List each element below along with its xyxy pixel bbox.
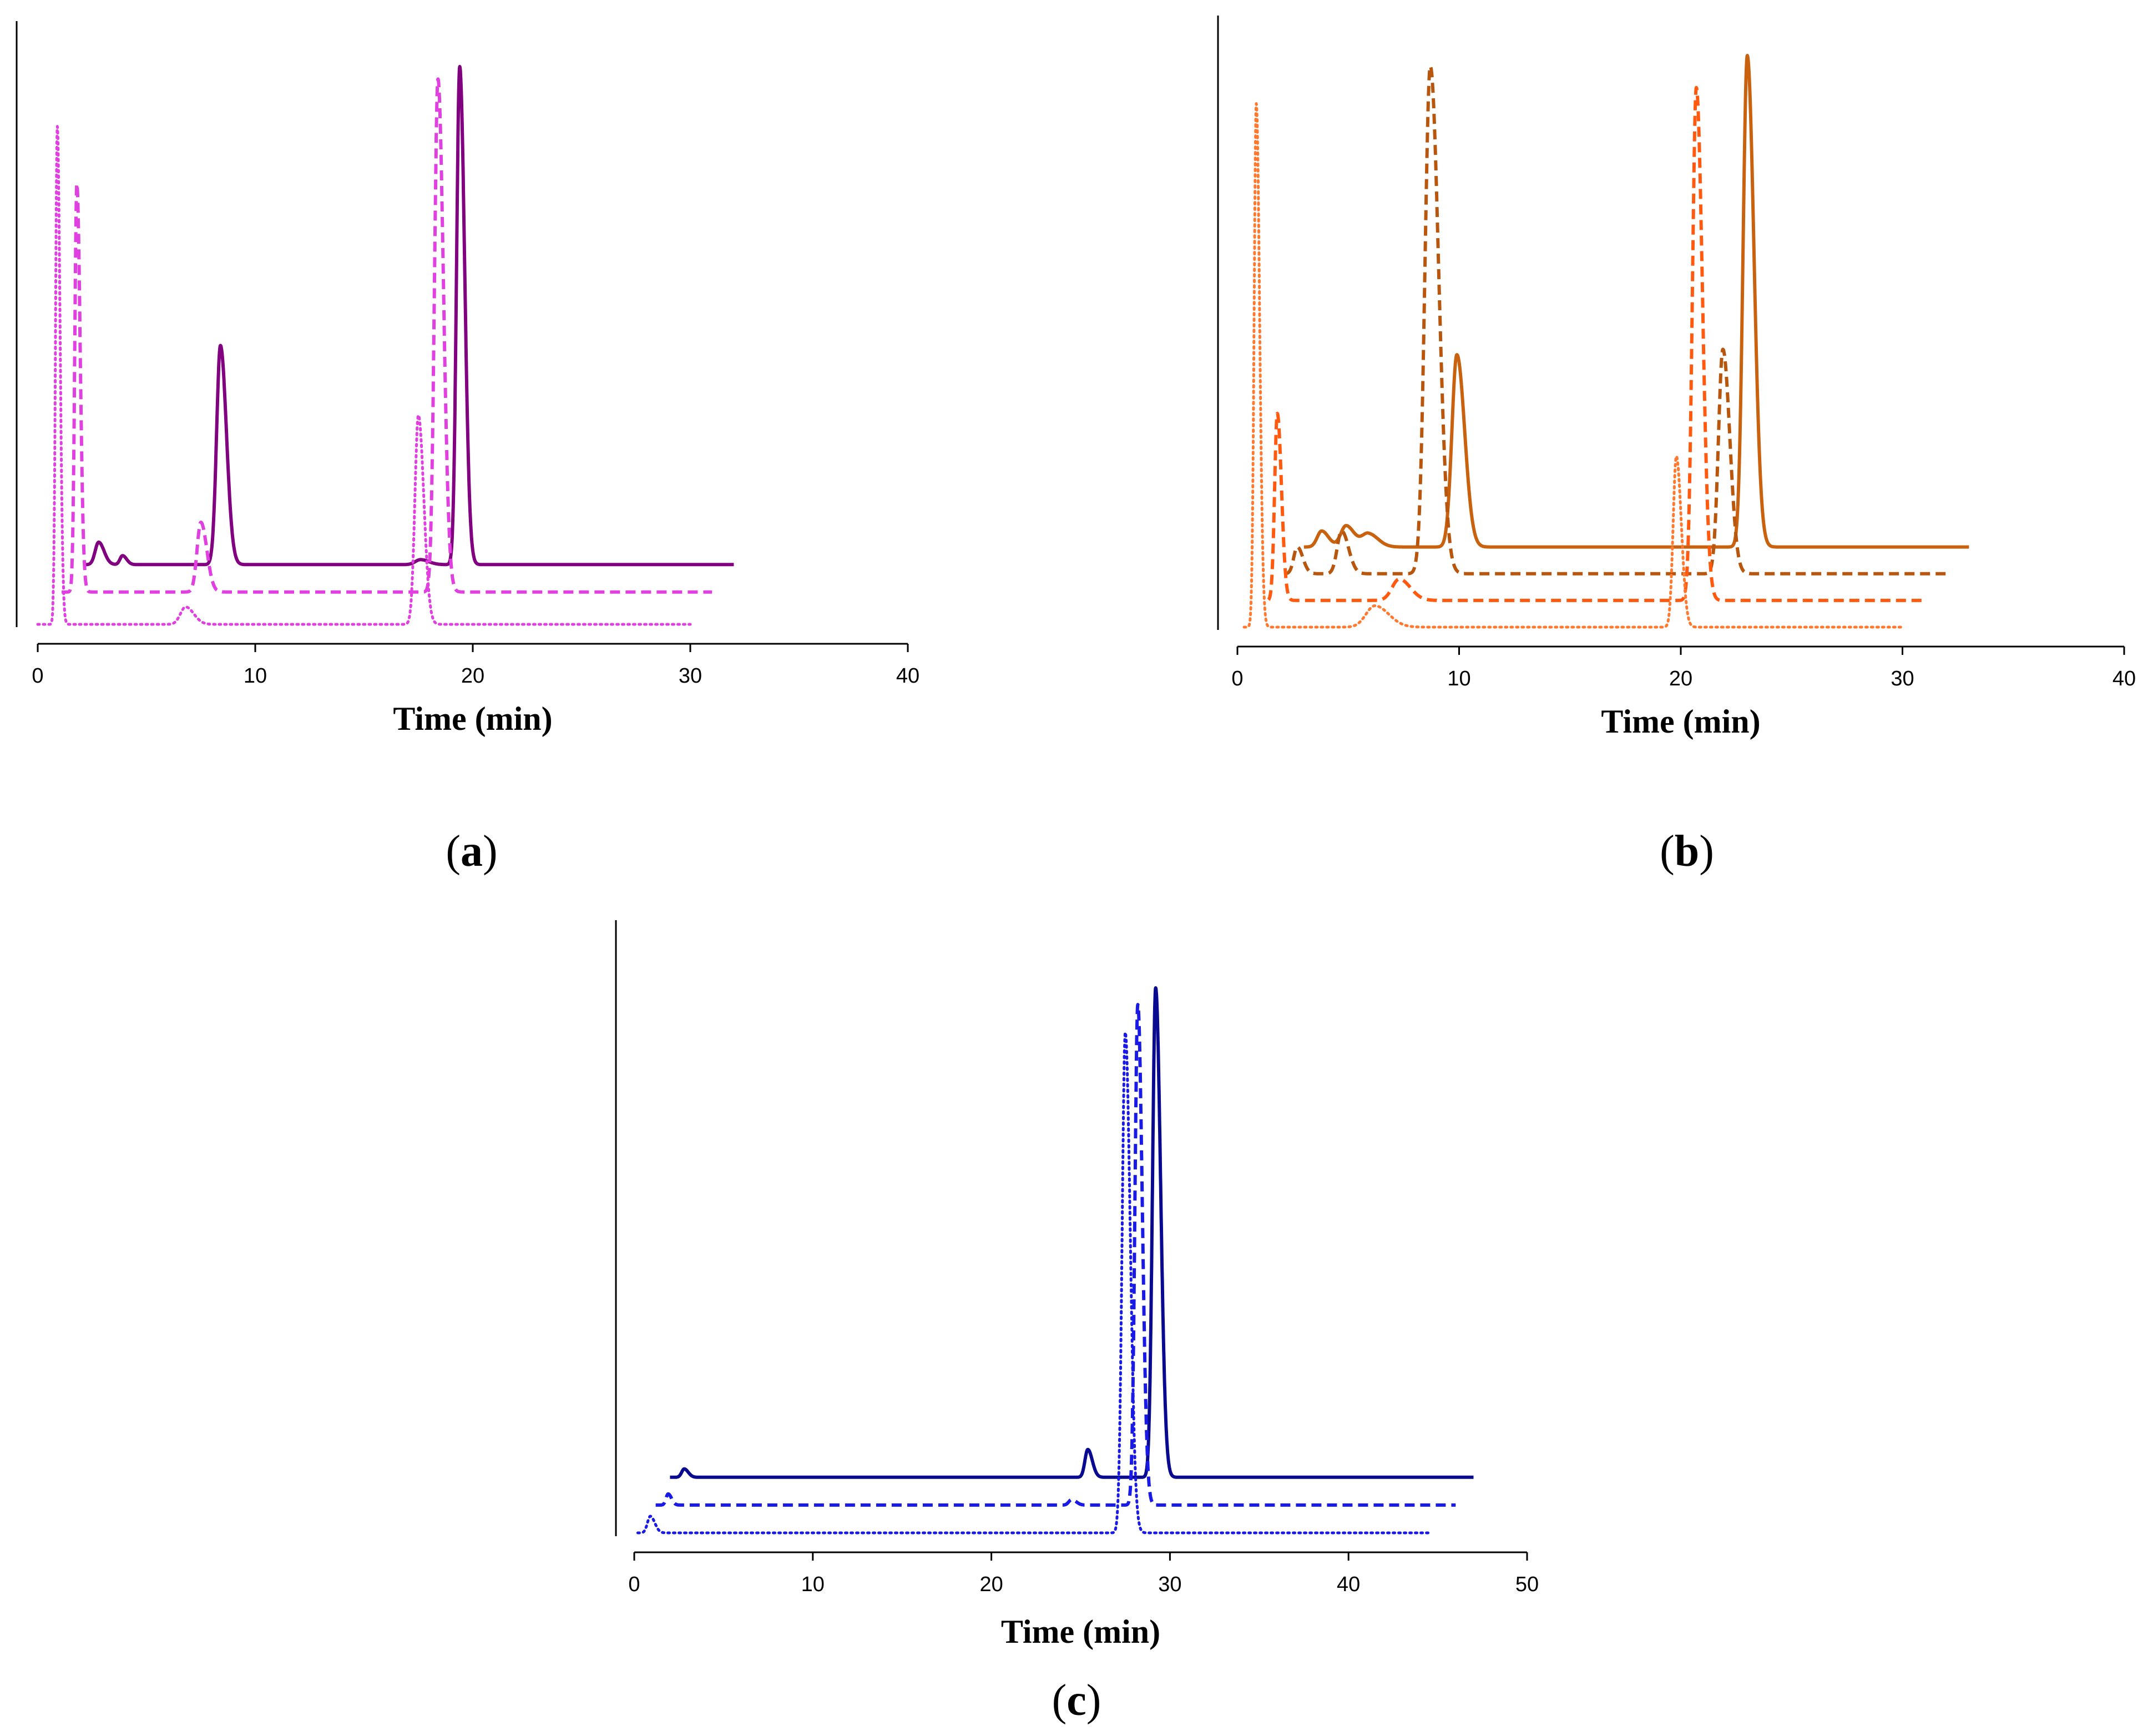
x-axis-title: Time (min) [1601, 703, 1760, 740]
x-tick-label: 10 [801, 1573, 825, 1596]
x-tick-label: 10 [1447, 667, 1470, 690]
x-tick-label: 20 [1669, 667, 1692, 690]
x-tick-label: 20 [979, 1573, 1003, 1596]
series-solid-line [1302, 54, 1970, 549]
x-axis-title: Time (min) [393, 700, 552, 737]
x-tick-label: 30 [1891, 667, 1914, 690]
panel-c-chart: 0 10 20 30 40 50 Time (min) [615, 920, 1539, 1650]
x-tick-label: 30 [679, 664, 702, 688]
x-tick-label: 20 [461, 664, 484, 688]
panel-a-label: (a) [446, 827, 497, 876]
x-tick-label: 40 [2112, 667, 2136, 690]
x-tick-label: 50 [1515, 1573, 1539, 1596]
x-tick-label: 0 [32, 664, 43, 688]
panel-b-label: (b) [1660, 827, 1714, 876]
x-tick-label: 40 [896, 664, 919, 688]
x-tick-label: 10 [244, 664, 267, 688]
series-dotted-line [636, 1031, 1431, 1535]
x-axis-title: Time (min) [1001, 1613, 1160, 1650]
series-dotted-line [36, 125, 692, 626]
panel-a-chart: 0 10 20 30 40 Time (min) [16, 21, 919, 737]
panel-c-label: (c) [1052, 1676, 1101, 1725]
series-dashed-light-line [1267, 85, 1927, 602]
series-dashed-line [60, 77, 714, 594]
series-solid-line [668, 986, 1475, 1479]
series-dashed-line [654, 1003, 1457, 1507]
panel-b-chart: 0 10 20 30 40 Time (min) [1217, 16, 2136, 740]
x-tick-label: 0 [1231, 667, 1243, 690]
series-dotted-line [1242, 102, 1904, 629]
series-solid-line [82, 65, 735, 567]
x-tick-label: 40 [1337, 1573, 1360, 1596]
series-dashed-dark-line [1285, 64, 1948, 576]
x-tick-label: 30 [1158, 1573, 1181, 1596]
x-tick-label: 0 [628, 1573, 640, 1596]
